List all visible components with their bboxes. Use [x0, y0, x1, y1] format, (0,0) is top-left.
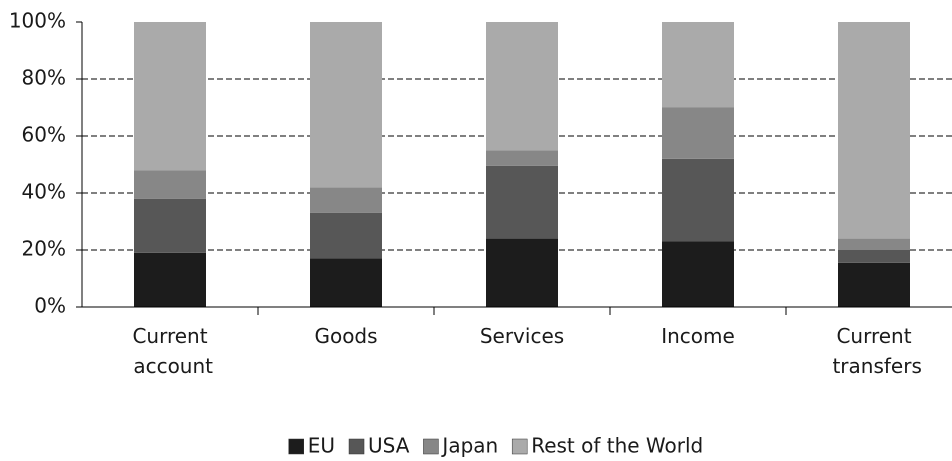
- legend-label: Rest of the World: [531, 434, 703, 458]
- bar-segment: [310, 212, 382, 259]
- bar-segment: [310, 187, 382, 213]
- legend-swatch: [423, 438, 439, 455]
- y-tick-label: 0%: [34, 294, 66, 318]
- legend-swatch: [288, 438, 304, 455]
- bar-segment: [486, 238, 558, 307]
- bar-segment: [662, 22, 734, 108]
- legend-label: Japan: [440, 434, 498, 458]
- bar-segment: [134, 198, 206, 253]
- y-tick-label: 60%: [22, 123, 66, 147]
- bar-segment: [486, 22, 558, 151]
- bar-segment: [838, 262, 910, 307]
- x-tick-label: Current transfers: [826, 324, 922, 378]
- legend: EU USA Japan Rest of the World: [288, 434, 703, 458]
- bar-segment: [838, 22, 910, 239]
- legend-swatch: [348, 438, 365, 455]
- x-tick-label: Goods: [314, 324, 377, 348]
- bar-segment: [310, 22, 382, 188]
- bar-segment: [486, 150, 558, 166]
- x-tick-label: Current account: [127, 324, 213, 378]
- bar-segment: [486, 165, 558, 239]
- bar-segment: [662, 241, 734, 307]
- bar-segment: [134, 170, 206, 199]
- y-tick-label: 80%: [22, 66, 66, 90]
- bar-segment: [134, 252, 206, 307]
- y-tick-label: 40%: [22, 180, 66, 204]
- bar-segment: [134, 22, 206, 171]
- bar-segment: [838, 250, 910, 263]
- bar-segment: [838, 238, 910, 250]
- bar-segment: [662, 158, 734, 242]
- y-tick-label: 20%: [22, 237, 66, 261]
- legend-label: EU: [308, 434, 335, 458]
- y-tick-label: 100%: [9, 9, 66, 33]
- x-tick-label: Income: [661, 324, 735, 348]
- bar-segment: [310, 258, 382, 307]
- x-tick-label: Services: [480, 324, 564, 348]
- bar-segment: [662, 107, 734, 159]
- legend-swatch: [511, 438, 528, 455]
- legend-label: USA: [368, 434, 410, 458]
